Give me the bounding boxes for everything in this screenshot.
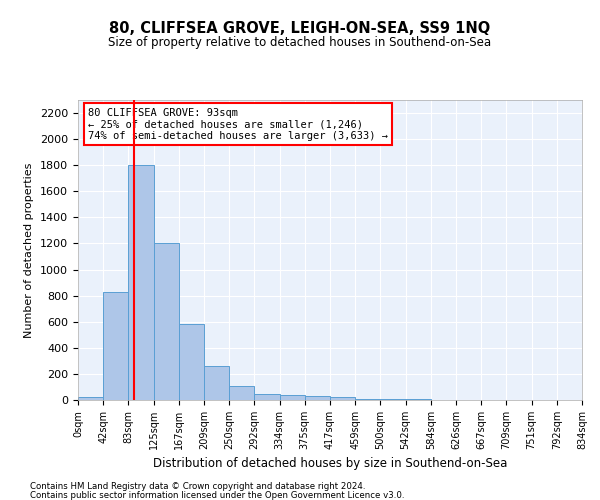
Text: Size of property relative to detached houses in Southend-on-Sea: Size of property relative to detached ho… [109,36,491,49]
Bar [229,386,254,400]
Bar [78,396,103,400]
Text: Contains HM Land Registry data © Crown copyright and database right 2024.: Contains HM Land Registry data © Crown c… [30,482,365,491]
Bar [154,244,179,400]
Bar [254,394,280,400]
Text: Contains public sector information licensed under the Open Government Licence v3: Contains public sector information licen… [30,490,404,500]
Bar [179,324,204,400]
Text: 80 CLIFFSEA GROVE: 93sqm
← 25% of detached houses are smaller (1,246)
74% of sem: 80 CLIFFSEA GROVE: 93sqm ← 25% of detach… [88,108,388,140]
Text: 80, CLIFFSEA GROVE, LEIGH-ON-SEA, SS9 1NQ: 80, CLIFFSEA GROVE, LEIGH-ON-SEA, SS9 1N… [109,21,491,36]
Bar [128,165,154,400]
Bar [330,398,355,400]
Bar [103,292,128,400]
Y-axis label: Number of detached properties: Number of detached properties [25,162,34,338]
Bar [204,366,229,400]
X-axis label: Distribution of detached houses by size in Southend-on-Sea: Distribution of detached houses by size … [153,458,507,470]
Bar [280,396,305,400]
Bar [305,396,330,400]
